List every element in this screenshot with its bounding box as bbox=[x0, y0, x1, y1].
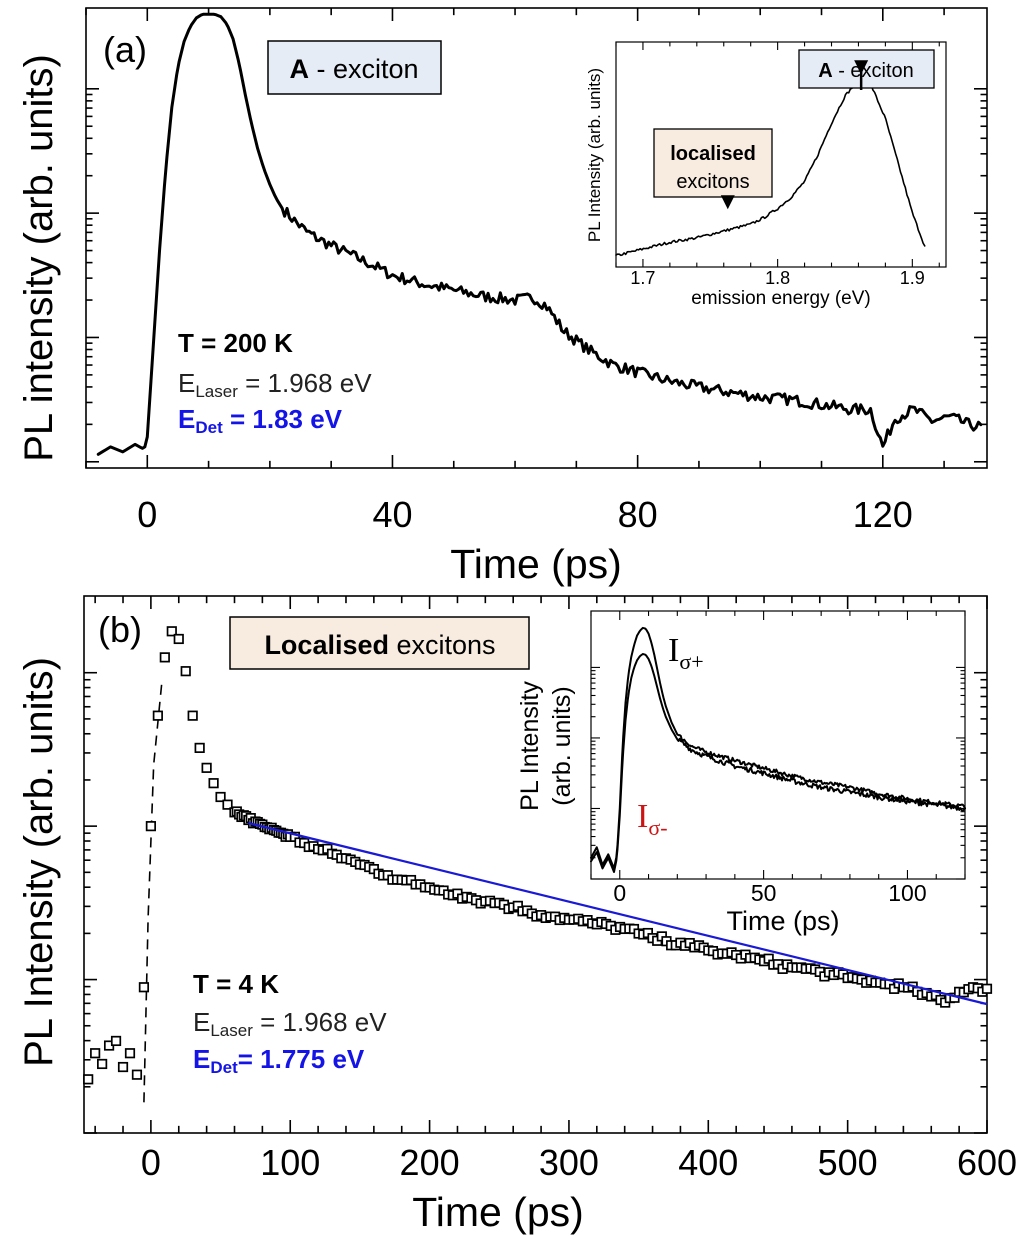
panel-a-xtick-labels: 0 40 80 120 bbox=[137, 494, 913, 535]
data-point bbox=[159, 652, 170, 663]
inset-b-y-axis-label-line2: (arb. units) bbox=[548, 686, 576, 805]
data-point bbox=[97, 1058, 108, 1070]
x-tick-label: 600 bbox=[957, 1142, 1017, 1183]
data-point bbox=[194, 742, 205, 753]
panel-b-xtick-labels: 0 100 200 300 400 500 600 bbox=[141, 1142, 1017, 1183]
data-point bbox=[215, 791, 226, 803]
inset-b-sigma-plus-label: Iσ+ bbox=[668, 632, 704, 674]
panel-a-inset: 1.7 1.8 1.9 A - exciton localised excitons… bbox=[585, 41, 947, 309]
panel-a-temperature: T = 200 K bbox=[178, 328, 293, 358]
panel-a-legend-box: A - exciton bbox=[267, 40, 442, 95]
inset-b-y-axis-label-line1: PL Intensity bbox=[516, 681, 544, 811]
panel-b-detection-energy: EDet= 1.775 eV bbox=[193, 1044, 365, 1077]
data-point bbox=[201, 762, 212, 773]
panel-b-rise-guide bbox=[143, 680, 163, 1103]
inset-b-xtick-labels: 0 50 100 bbox=[613, 880, 926, 906]
panel-b-legend-text: Localised excitons bbox=[264, 630, 495, 660]
data-point bbox=[145, 821, 156, 832]
annotation-arrow-head bbox=[854, 60, 869, 75]
data-point bbox=[131, 1069, 143, 1080]
x-tick-label: 500 bbox=[818, 1142, 878, 1183]
inset-b-x-axis-label: Time (ps) bbox=[727, 906, 840, 936]
data-point bbox=[981, 983, 993, 994]
data-point bbox=[222, 799, 233, 810]
panel-a: 0 40 80 120 (a) A - exciton T = 200 K ELase… bbox=[17, 7, 988, 587]
inset-a-y-axis-label: PL Intensity (arb. units) bbox=[585, 68, 604, 242]
x-tick-label: 100 bbox=[260, 1142, 320, 1183]
x-tick-label: 1.8 bbox=[765, 268, 790, 288]
data-point bbox=[124, 1048, 136, 1059]
panel-a-laser-energy: ELaser = 1.968 eV bbox=[178, 368, 372, 401]
inset-a-localised-bold: localised bbox=[670, 143, 756, 165]
x-tick-label: 1.7 bbox=[630, 268, 655, 288]
data-point bbox=[138, 982, 150, 993]
inset-b-sigma-minus-label: Iσ- bbox=[637, 798, 668, 840]
panel-a-label: (a) bbox=[103, 29, 147, 70]
panel-b-x-axis-label: Time (ps) bbox=[412, 1189, 584, 1235]
panel-a-frame bbox=[85, 7, 988, 469]
panel-b-label: (b) bbox=[98, 609, 142, 650]
panel-b-legend-box: Localised excitons bbox=[229, 616, 530, 670]
x-tick-label: 0 bbox=[137, 494, 157, 535]
x-tick-label: 200 bbox=[400, 1142, 460, 1183]
panel-a-detection-energy: EDet = 1.83 eV bbox=[178, 404, 343, 437]
data-point bbox=[117, 1061, 129, 1073]
inset-a-series-line bbox=[615, 77, 926, 257]
x-tick-label: 40 bbox=[372, 494, 412, 535]
annotation-arrow-head bbox=[720, 195, 735, 210]
panel-b-fit-line bbox=[248, 822, 988, 1006]
inset-a-localised-label: localised excitons bbox=[653, 128, 773, 198]
x-tick-label: 50 bbox=[751, 880, 777, 906]
inset-b-frame bbox=[590, 610, 966, 880]
inset-a-axis-ticks bbox=[615, 42, 940, 267]
panel-a-legend-text: A - exciton bbox=[289, 54, 418, 84]
inset-b-sigma-plus-line bbox=[590, 626, 966, 870]
x-tick-label: 0 bbox=[613, 880, 626, 906]
data-point bbox=[208, 778, 219, 789]
panel-b-frame bbox=[83, 595, 988, 1134]
panel-b-axis-ticks bbox=[84, 596, 988, 1134]
x-tick-label: 80 bbox=[618, 494, 658, 535]
panel-b-legend-bg bbox=[229, 616, 530, 670]
inset-a-x-axis-label: emission energy (eV) bbox=[691, 288, 871, 309]
panel-a-series-line bbox=[96, 12, 983, 456]
panel-a-x-axis-label: Time (ps) bbox=[450, 541, 622, 587]
panel-b-y-axis-label: PL Intensity (arb. units) bbox=[17, 657, 61, 1067]
inset-a-localised-rest: excitons bbox=[676, 171, 749, 193]
x-tick-label: 100 bbox=[888, 880, 926, 906]
inset-a-exciton-box bbox=[798, 49, 935, 89]
panel-b-data-markers bbox=[83, 626, 993, 1085]
panel-b-temperature: T = 4 K bbox=[193, 969, 279, 999]
x-tick-label: 0 bbox=[141, 1142, 161, 1183]
data-point bbox=[166, 626, 177, 637]
data-point bbox=[90, 1048, 101, 1059]
data-point bbox=[152, 710, 163, 721]
x-tick-label: 120 bbox=[853, 494, 913, 535]
x-tick-label: 400 bbox=[678, 1142, 738, 1183]
panel-a-y-axis-label: PL intensity (arb. units) bbox=[17, 54, 61, 462]
x-tick-label: 300 bbox=[539, 1142, 599, 1183]
inset-b-sigma-minus-line bbox=[590, 653, 966, 873]
panel-b: 0 100 200 300 400 500 600 (b) Localised excito… bbox=[17, 595, 1017, 1235]
inset-b-axis-ticks bbox=[590, 611, 966, 880]
inset-a-frame bbox=[615, 41, 947, 268]
data-point bbox=[180, 666, 191, 677]
panel-b-laser-energy: ELaser = 1.968 eV bbox=[193, 1007, 387, 1040]
inset-a-arrows bbox=[720, 60, 869, 210]
panel-a-axis-ticks bbox=[85, 8, 987, 468]
x-tick-label: 1.9 bbox=[900, 268, 925, 288]
inset-a-localised-box bbox=[653, 128, 773, 198]
data-point bbox=[173, 633, 184, 645]
panel-a-legend-bg bbox=[267, 40, 442, 95]
data-point bbox=[110, 1035, 122, 1047]
panel-b-inset: 0 50 100 Iσ+ Iσ- Time (ps) PL Intensity (a… bbox=[516, 610, 966, 936]
inset-a-xtick-labels: 1.7 1.8 1.9 bbox=[630, 268, 924, 288]
inset-a-exciton-text: A - exciton bbox=[818, 60, 914, 82]
data-point bbox=[187, 710, 198, 721]
data-point bbox=[83, 1074, 94, 1085]
inset-a-exciton-label: A - exciton bbox=[798, 49, 935, 89]
inset-b-y-axis-label: PL Intensity (arb. units) bbox=[516, 681, 576, 811]
